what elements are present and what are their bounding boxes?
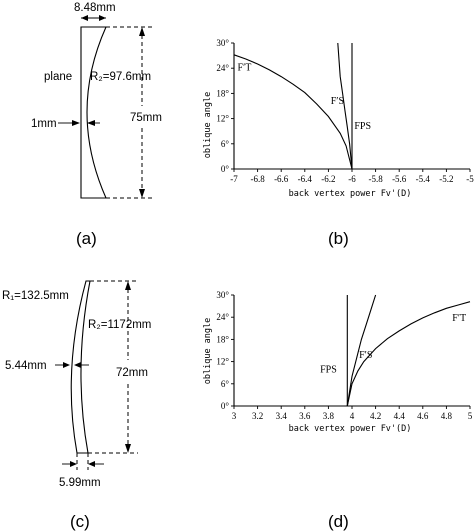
chart-b: oblique angle back vertex power Fv'(D) (… bbox=[203, 38, 474, 248]
chart-b-ylabel: oblique angle bbox=[203, 92, 213, 159]
chart-d-x-tick-label: 3.6 bbox=[299, 411, 311, 421]
chart-b-x-tick-label: -5.4 bbox=[416, 174, 431, 184]
arrow-c-bottom-left bbox=[70, 461, 77, 467]
arrow-a-top-left bbox=[81, 15, 88, 21]
arrow-c-height-top bbox=[125, 281, 131, 290]
chart-d-x-tick-label: 4.2 bbox=[370, 411, 381, 421]
arrow-a-top-right bbox=[99, 15, 106, 21]
chart-b-y-tick-label: 12° bbox=[216, 114, 229, 124]
arrow-c-thickness-left bbox=[63, 362, 70, 368]
label-c-r2: R₂=1172mm bbox=[88, 319, 151, 331]
arrow-a-thickness-left bbox=[72, 120, 80, 126]
chart-b-x-tick-label: -6 bbox=[348, 174, 356, 184]
chart-b-x-tick-label: -5.6 bbox=[392, 174, 407, 184]
chart-b-y-tick-label: 24° bbox=[216, 63, 229, 73]
arrow-c-thickness-right bbox=[74, 362, 81, 368]
chart-b-series-label-2: FPS bbox=[354, 121, 371, 132]
chart-b-series-1 bbox=[337, 42, 353, 170]
panel-a: 8.48mm plane R₂=97.6mm 1mm 75mm (a) bbox=[31, 2, 162, 248]
chart-b-x-tick-label: -6.2 bbox=[321, 174, 335, 184]
label-c-r1: R₁=132.5mm bbox=[2, 290, 69, 302]
chart-d-y-tick-label: 12° bbox=[216, 357, 229, 367]
label-c-height: 72mm bbox=[116, 367, 148, 379]
chart-d-x-tick-label: 3.2 bbox=[252, 411, 263, 421]
chart-b-x-tick-label: -6.4 bbox=[298, 174, 313, 184]
caption-c: (c) bbox=[70, 512, 90, 531]
chart-b-y-tick-label: 18° bbox=[216, 88, 229, 98]
chart-d-y-tick-label: 18° bbox=[216, 334, 229, 344]
chart-b-x-tick-label: -5.2 bbox=[439, 174, 453, 184]
chart-b-series-label-0: F′T bbox=[238, 62, 252, 73]
chart-d-series-label-1: F′S bbox=[359, 350, 372, 361]
chart-b-x-tick-label: -6.8 bbox=[250, 174, 265, 184]
chart-d-x-tick-label: 4.8 bbox=[441, 411, 453, 421]
label-a-thickness: 1mm bbox=[31, 118, 57, 130]
chart-d-x-tick-label: 3.4 bbox=[276, 411, 288, 421]
chart-b-x-tick-label: -7 bbox=[230, 174, 238, 184]
label-a-plane: plane bbox=[44, 71, 72, 83]
label-c-bottom-dimension: 5.99mm bbox=[59, 477, 101, 489]
caption-b: (b) bbox=[328, 229, 349, 248]
chart-d-x-tick-label: 4 bbox=[350, 411, 355, 421]
arrow-a-height-bottom bbox=[139, 189, 145, 198]
chart-b-series-0 bbox=[233, 54, 353, 170]
chart-d-x-tick-label: 4.6 bbox=[417, 411, 429, 421]
chart-d-series-1 bbox=[346, 294, 377, 407]
chart-b-y-tick-label: 30° bbox=[216, 38, 229, 48]
label-a-radius: R₂=97.6mm bbox=[90, 71, 151, 83]
chart-d-y-tick-label: 24° bbox=[216, 312, 229, 322]
chart-d-y-tick-label: 30° bbox=[216, 290, 229, 300]
caption-a: (a) bbox=[76, 229, 97, 248]
chart-b-y-tick-label: 6° bbox=[221, 139, 230, 149]
label-a-top-dimension: 8.48mm bbox=[74, 2, 116, 14]
chart-d-xlabel: back vertex power Fv'(D) bbox=[289, 424, 412, 434]
chart-d-x-tick-label: 3.8 bbox=[323, 411, 335, 421]
caption-d: (d) bbox=[328, 512, 349, 531]
panel-c: R₁=132.5mm R₂=1172mm 5.44mm 72mm 5.99mm … bbox=[2, 280, 151, 531]
chart-b-series-label-1: F′S bbox=[331, 96, 344, 107]
chart-d-y-tick-label: 6° bbox=[221, 379, 230, 389]
arrow-c-height-bottom bbox=[125, 444, 131, 453]
label-c-thickness-left: 5.44mm bbox=[5, 360, 47, 372]
chart-d-series-label-0: F′T bbox=[452, 313, 466, 324]
chart-b-x-tick-label: -6.6 bbox=[274, 174, 289, 184]
label-a-height: 75mm bbox=[130, 112, 162, 124]
arrow-a-thickness-right bbox=[87, 120, 95, 126]
chart-d: oblique angle back vertex power Fv'(D) (… bbox=[203, 290, 473, 531]
arrow-c-bottom-right bbox=[88, 461, 95, 467]
chart-d-series-label-2: FPS bbox=[320, 365, 337, 376]
chart-d-series-0 bbox=[346, 301, 471, 407]
chart-b-x-tick-label: -5 bbox=[466, 174, 474, 184]
chart-d-ylabel: oblique angle bbox=[203, 318, 213, 385]
chart-b-xlabel: back vertex power Fv'(D) bbox=[289, 189, 412, 199]
chart-b-x-tick-label: -5.8 bbox=[368, 174, 383, 184]
chart-d-y-tick-label: 0° bbox=[221, 401, 230, 411]
chart-d-x-tick-label: 4.4 bbox=[394, 411, 406, 421]
arrow-a-height-top bbox=[139, 27, 145, 36]
chart-b-y-tick-label: 0° bbox=[221, 164, 230, 174]
chart-d-x-tick-label: 5 bbox=[468, 411, 473, 421]
chart-d-x-tick-label: 3 bbox=[232, 411, 237, 421]
lens-a-outline bbox=[80, 26, 107, 199]
